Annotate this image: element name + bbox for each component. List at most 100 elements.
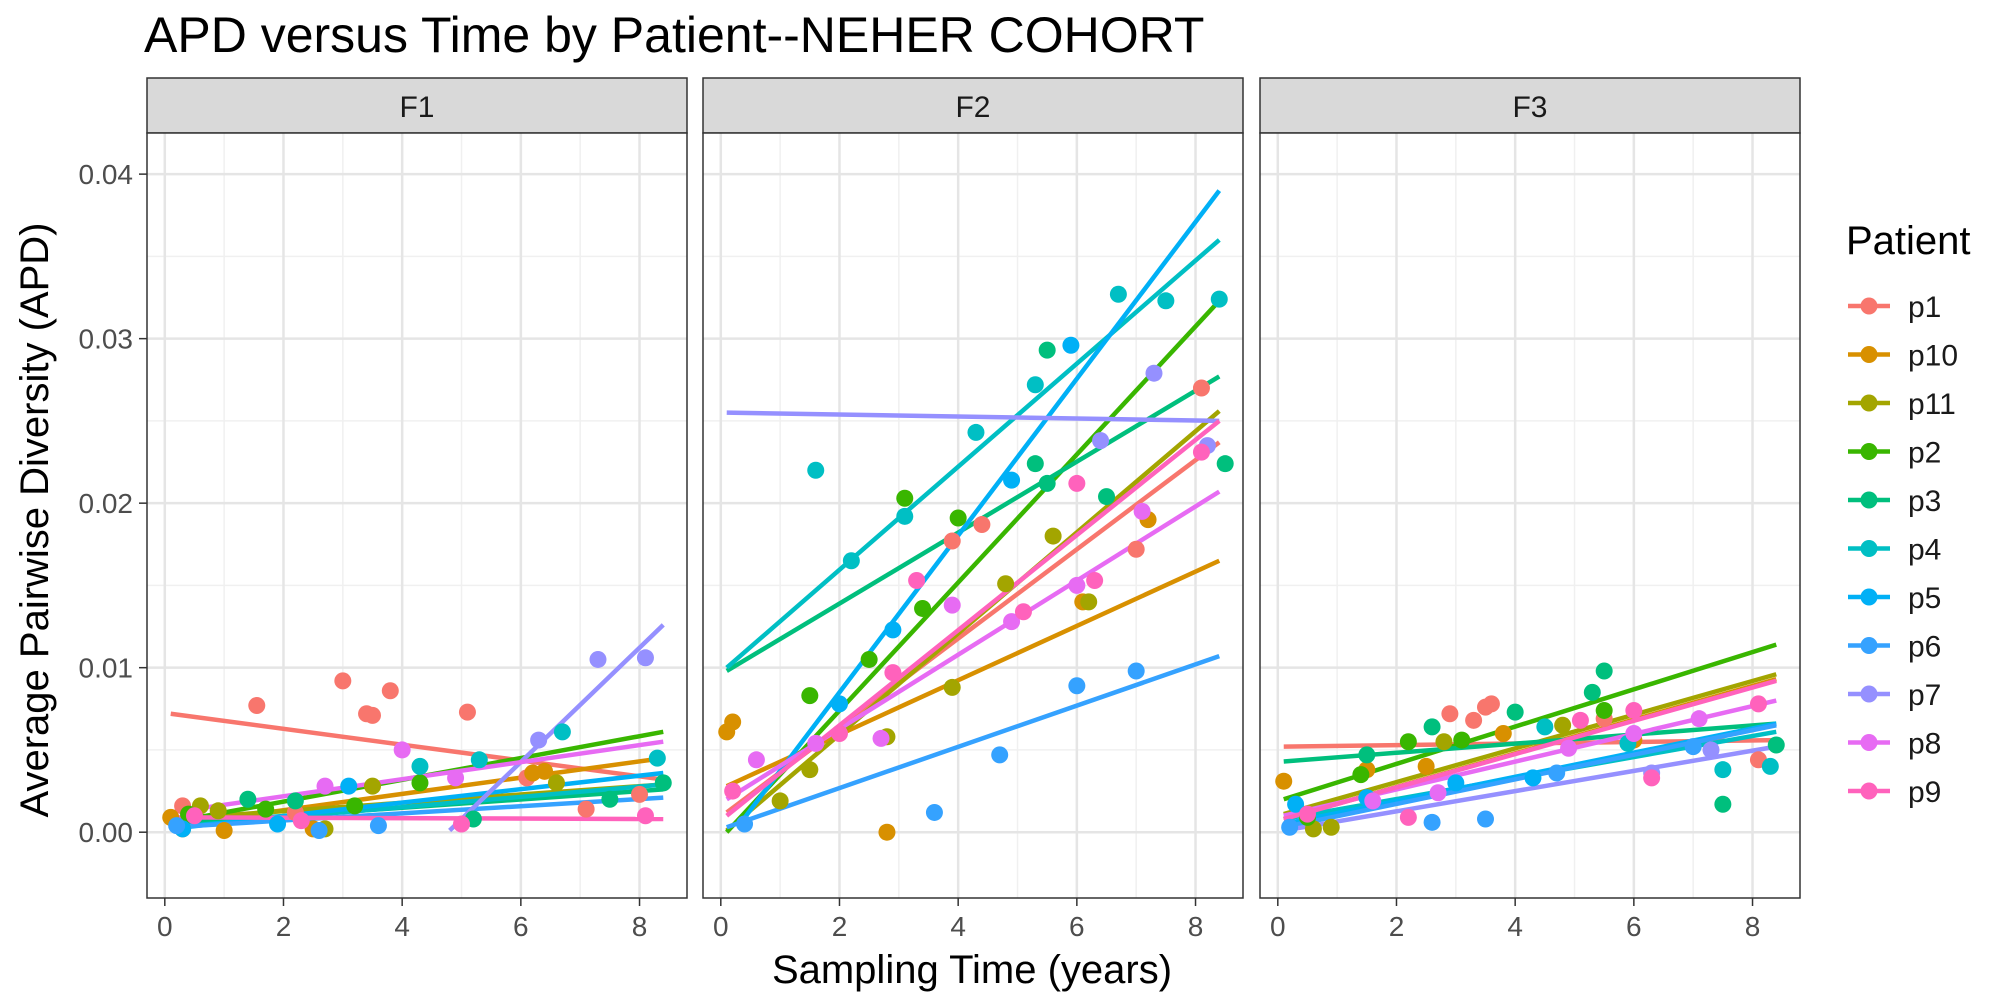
data-point-p11 [1322,818,1340,836]
facet-f3: F3 0 2 4 6 8 [1259,77,1801,942]
data-point-p7 [636,649,654,667]
legend-item-p9: p9 [1848,776,1941,809]
legend-label: p3 [1908,485,1941,518]
x-tick-label: 6 [513,911,529,942]
data-point-p3 [1098,488,1116,506]
legend-label: p11 [1908,388,1956,421]
data-point-p10 [724,713,742,731]
data-point-p9 [185,807,203,825]
x-tick-label: 2 [276,911,292,942]
legend-item-p3: p3 [1848,485,1941,518]
facet-strip [146,77,688,134]
trend-line-p5 [736,189,1222,827]
data-point-p2 [1352,766,1370,784]
facet-strip-label: F2 [955,91,990,124]
data-point-p9 [292,812,310,830]
data-point-p11 [997,575,1015,593]
legend-key-point [1860,346,1878,363]
data-point-p2 [914,599,932,617]
data-point-p9 [1749,695,1767,713]
data-point-p8 [807,734,825,752]
data-point-p10 [536,762,554,780]
data-point-p9 [1399,808,1417,826]
data-point-p3 [286,792,304,810]
data-point-p2 [949,509,967,527]
data-point-p6 [310,822,328,840]
x-tick-label: 0 [157,911,173,942]
legend-item-p11: p11 [1848,388,1956,421]
data-point-p8 [747,751,765,769]
data-point-p6 [1068,677,1086,695]
legend-key-point [1860,394,1878,412]
data-point-p8 [1560,739,1578,757]
data-point-p11 [771,792,789,810]
legend-key-point [1860,734,1878,751]
y-tick-label: 0.04 [79,159,134,190]
data-point-p4 [411,757,429,775]
data-point-p7 [1145,364,1163,382]
x-tick-label: 4 [950,911,966,942]
legend-label: p7 [1908,679,1941,712]
data-point-p3 [1038,474,1056,492]
data-point-p1 [381,682,399,700]
data-point-p4 [1109,285,1127,303]
data-point-p2 [1453,731,1471,749]
data-point-p1 [1127,540,1145,558]
legend-key-point [1860,588,1878,606]
data-point-p6 [991,746,1009,764]
data-point-p3 [1767,736,1785,754]
legend-item-p6: p6 [1848,631,1941,664]
data-point-p5 [830,695,848,713]
data-point-p4 [1157,292,1175,310]
data-point-p4 [842,552,860,570]
data-point-p4 [896,507,914,525]
data-point-p11 [209,802,227,820]
data-point-p5 [1003,471,1021,489]
data-point-p9 [1298,805,1316,823]
x-tick-label: 8 [632,911,648,942]
data-point-p4 [1761,757,1779,775]
legend-item-p10: p10 [1848,340,1958,373]
trend-line-p4 [725,238,1221,670]
legend: Patient p1 p10 p11 p2 p3 p4 p5 p6 p7 p8 p9 [1846,219,1971,809]
legend-item-p4: p4 [1848,534,1941,567]
x-tick-label: 2 [1389,911,1405,942]
panel-border [146,132,688,899]
data-point-p9 [884,664,902,682]
data-point-p7 [1702,741,1720,759]
legend-key-point [1860,443,1878,460]
chart-title: APD versus Time by Patient--NEHER COHORT [144,7,1204,63]
legend-item-p7: p7 [1848,679,1941,712]
data-point-p2 [346,797,364,815]
y-tick-label: 0.01 [79,653,134,684]
data-point-p9 [830,724,848,742]
data-point-p2 [257,800,275,818]
data-point-p3 [1506,703,1524,721]
data-point-p4 [1210,290,1228,308]
trend-line-p3 [725,374,1221,673]
x-tick-label: 0 [1270,911,1286,942]
data-point-p8 [1133,502,1151,520]
data-point-p6 [925,803,943,821]
legend-title: Patient [1846,219,1971,263]
data-point-p8 [1690,710,1708,728]
data-point-p1 [248,697,266,715]
data-point-p6 [1281,818,1299,836]
data-point-p6 [736,815,754,833]
data-point-p3 [1216,455,1234,473]
data-point-p1 [973,516,991,534]
data-point-p10 [1494,724,1512,742]
x-tick-label: 4 [394,911,410,942]
trend-line-p7 [726,410,1220,424]
data-point-p1 [1482,695,1500,713]
data-point-p9 [724,782,742,800]
data-point-p3 [1714,795,1732,813]
facet-strip-label: F1 [399,91,434,124]
data-point-p6 [1127,662,1145,680]
legend-label: p1 [1908,291,1941,324]
data-point-p4 [470,751,488,769]
data-point-p11 [801,761,819,779]
data-point-p1 [1465,711,1483,729]
data-point-p9 [1192,443,1210,461]
data-point-p8 [1364,792,1382,810]
